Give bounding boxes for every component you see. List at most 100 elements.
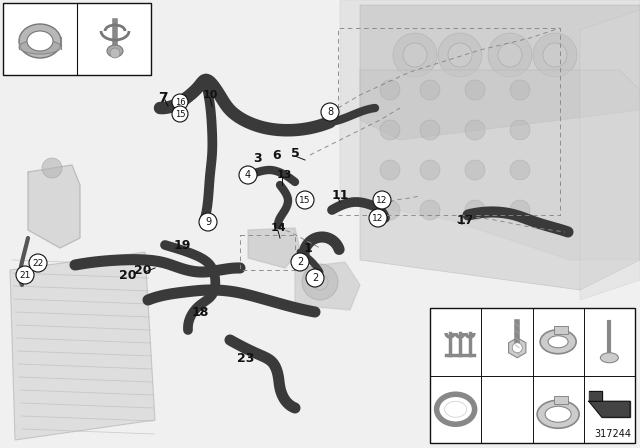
- Text: 23: 23: [237, 352, 255, 365]
- Circle shape: [239, 166, 257, 184]
- Ellipse shape: [27, 31, 53, 51]
- Circle shape: [380, 80, 400, 100]
- Ellipse shape: [540, 330, 576, 354]
- Text: 2: 2: [312, 273, 318, 283]
- Ellipse shape: [537, 400, 579, 428]
- Text: 15: 15: [175, 109, 185, 119]
- Polygon shape: [248, 228, 300, 268]
- Polygon shape: [295, 262, 360, 310]
- Circle shape: [448, 43, 472, 67]
- Ellipse shape: [600, 353, 618, 363]
- Circle shape: [465, 160, 485, 180]
- Circle shape: [369, 209, 387, 227]
- Circle shape: [380, 120, 400, 140]
- Text: 2: 2: [297, 257, 303, 267]
- Text: 9: 9: [205, 217, 211, 227]
- Circle shape: [543, 43, 567, 67]
- Ellipse shape: [436, 394, 475, 424]
- Ellipse shape: [107, 45, 123, 57]
- Circle shape: [302, 264, 338, 300]
- Text: 21: 21: [7, 8, 23, 18]
- Circle shape: [172, 94, 188, 110]
- Text: 15: 15: [429, 311, 445, 321]
- Text: 15: 15: [300, 195, 311, 204]
- Text: 12: 12: [532, 311, 547, 321]
- Circle shape: [465, 80, 485, 100]
- Circle shape: [420, 80, 440, 100]
- Polygon shape: [360, 70, 640, 290]
- Circle shape: [510, 160, 530, 180]
- Polygon shape: [509, 338, 526, 358]
- Circle shape: [42, 158, 62, 178]
- Polygon shape: [589, 401, 630, 417]
- Ellipse shape: [19, 24, 61, 58]
- Text: 2: 2: [536, 379, 543, 388]
- Ellipse shape: [545, 406, 571, 422]
- Circle shape: [465, 120, 485, 140]
- Text: 20: 20: [134, 263, 152, 276]
- Text: 3: 3: [253, 151, 262, 164]
- Text: 16: 16: [175, 98, 186, 107]
- Circle shape: [393, 33, 437, 77]
- Polygon shape: [580, 10, 640, 300]
- Bar: [554, 326, 568, 334]
- Bar: [3, 3, 151, 75]
- Text: 9: 9: [536, 392, 543, 402]
- Circle shape: [296, 191, 314, 209]
- Text: 12: 12: [372, 214, 384, 223]
- Circle shape: [380, 200, 400, 220]
- Text: 20: 20: [119, 268, 137, 281]
- Circle shape: [512, 343, 522, 353]
- Circle shape: [321, 103, 339, 121]
- Circle shape: [16, 266, 34, 284]
- Ellipse shape: [548, 336, 568, 348]
- Text: 22: 22: [33, 258, 44, 267]
- Circle shape: [488, 33, 532, 77]
- Circle shape: [420, 200, 440, 220]
- Text: 13: 13: [276, 170, 292, 180]
- Text: 18: 18: [191, 306, 209, 319]
- Text: 19: 19: [173, 238, 191, 251]
- Circle shape: [403, 43, 427, 67]
- Text: 1: 1: [303, 241, 312, 254]
- Circle shape: [199, 213, 217, 231]
- Text: 8: 8: [433, 379, 441, 388]
- Circle shape: [465, 200, 485, 220]
- Text: 10: 10: [583, 311, 598, 321]
- Circle shape: [420, 160, 440, 180]
- Polygon shape: [10, 252, 155, 440]
- Circle shape: [420, 120, 440, 140]
- Polygon shape: [340, 0, 640, 260]
- Circle shape: [312, 274, 328, 290]
- Text: 317244: 317244: [594, 429, 631, 439]
- Text: 5: 5: [291, 146, 300, 159]
- Text: 22: 22: [84, 8, 100, 18]
- Text: 12: 12: [376, 195, 388, 204]
- Text: 4: 4: [245, 170, 251, 180]
- Ellipse shape: [19, 40, 61, 54]
- Polygon shape: [360, 5, 640, 140]
- Circle shape: [498, 43, 522, 67]
- Polygon shape: [589, 391, 602, 401]
- Circle shape: [533, 33, 577, 77]
- Text: 17: 17: [456, 214, 474, 227]
- Bar: [554, 396, 568, 404]
- Circle shape: [110, 48, 120, 58]
- Circle shape: [29, 254, 47, 272]
- Text: 8: 8: [327, 107, 333, 117]
- Circle shape: [510, 80, 530, 100]
- Text: 21: 21: [19, 271, 31, 280]
- Text: 14: 14: [481, 349, 496, 358]
- Text: 11: 11: [332, 189, 349, 202]
- Text: 10: 10: [202, 90, 218, 100]
- Polygon shape: [28, 165, 80, 248]
- Circle shape: [172, 106, 188, 122]
- Ellipse shape: [445, 401, 467, 417]
- Circle shape: [510, 200, 530, 220]
- Text: 6: 6: [273, 148, 282, 161]
- Circle shape: [438, 33, 482, 77]
- Circle shape: [373, 191, 391, 209]
- Text: 16: 16: [481, 362, 496, 372]
- Text: 14: 14: [270, 223, 286, 233]
- Circle shape: [306, 269, 324, 287]
